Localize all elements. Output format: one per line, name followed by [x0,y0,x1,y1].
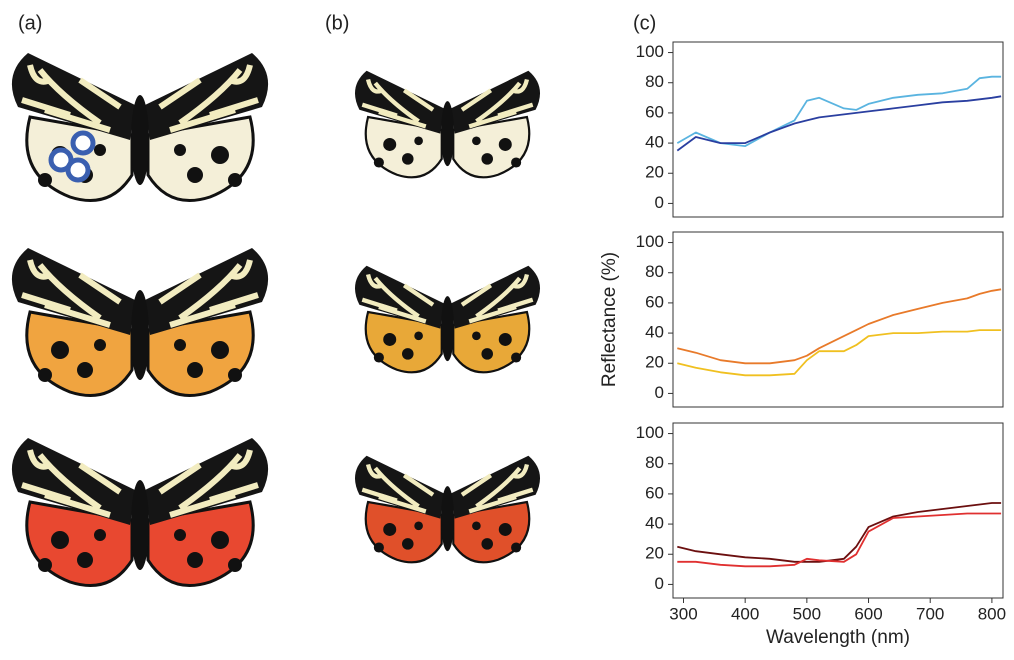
series-line [677,514,1001,567]
y-tick-label: 100 [636,423,664,442]
y-tick-label: 80 [645,453,664,472]
series-line [677,96,1001,150]
plot-frame [673,42,1003,217]
x-tick-label: 600 [854,604,882,623]
y-tick-label: 20 [645,353,664,372]
y-tick-label: 80 [645,72,664,91]
x-tick-label: 700 [916,604,944,623]
x-tick-label: 400 [731,604,759,623]
y-tick-label: 100 [636,232,664,251]
y-tick-label: 40 [645,133,664,152]
x-axis-label: Wavelength (nm) [766,627,910,648]
y-tick-label: 100 [636,42,664,61]
moth-photo [12,248,268,396]
series-line [677,330,1001,375]
panel-label: (a) [18,12,42,34]
y-tick-label: 0 [655,383,664,402]
plot-frame [673,232,1003,407]
y-tick-label: 20 [645,544,664,563]
x-tick-label: 500 [793,604,821,623]
moth-model [355,266,540,373]
y-tick-label: 80 [645,262,664,281]
x-tick-label: 300 [669,604,697,623]
moth-model [355,71,540,178]
x-tick-label: 800 [978,604,1006,623]
moth-photo [12,53,268,201]
y-tick-label: 60 [645,483,664,502]
y-tick-label: 60 [645,102,664,121]
series-line [677,77,1001,146]
y-tick-label: 20 [645,163,664,182]
y-axis-label: Reflectance (%) [599,252,620,387]
y-tick-label: 40 [645,323,664,342]
series-line [677,289,1001,363]
y-tick-label: 60 [645,292,664,311]
panel-label: (c) [633,12,656,34]
y-tick-label: 40 [645,514,664,533]
moth-model [355,456,540,563]
y-tick-label: 0 [655,193,664,212]
plot-frame [673,423,1003,598]
figure: (a) (b) (c) 0 20 40 60 80 100 0 20 40 60 80 100 Refl… [0,0,1014,655]
moth-photo [12,438,268,586]
y-tick-label: 0 [655,574,664,593]
series-line [677,503,1001,562]
panel-label: (b) [325,12,349,34]
